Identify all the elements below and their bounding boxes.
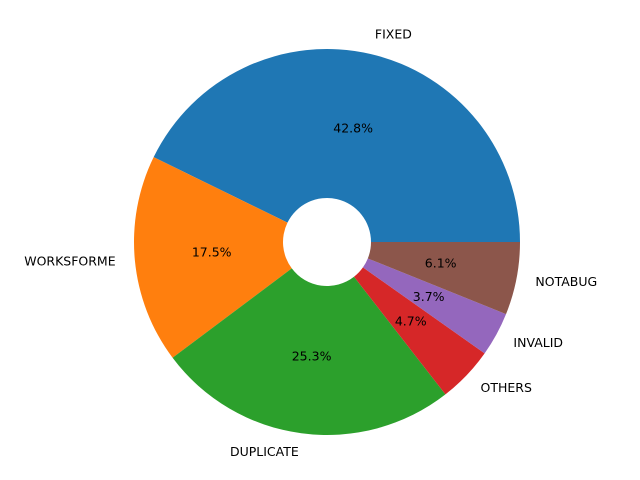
slice-label: WORKSFORME bbox=[24, 253, 116, 268]
slice bbox=[367, 242, 520, 315]
percent-label: 42.8% bbox=[333, 121, 373, 136]
slice-label: INVALID bbox=[513, 335, 563, 350]
slice-label: NOTABUG bbox=[535, 274, 597, 289]
slice bbox=[153, 49, 520, 242]
slice bbox=[353, 267, 485, 395]
percent-label: 6.1% bbox=[425, 256, 457, 271]
slice-label: FIXED bbox=[375, 27, 412, 42]
slice-label: DUPLICATE bbox=[230, 444, 299, 459]
percent-label: 4.7% bbox=[395, 313, 427, 328]
slice-label: OTHERS bbox=[480, 380, 531, 395]
percent-label: 17.5% bbox=[192, 244, 232, 259]
percent-label: 3.7% bbox=[413, 289, 445, 304]
slice bbox=[134, 157, 292, 358]
slice bbox=[362, 258, 507, 354]
slice bbox=[172, 268, 446, 435]
percent-label: 25.3% bbox=[292, 348, 332, 363]
